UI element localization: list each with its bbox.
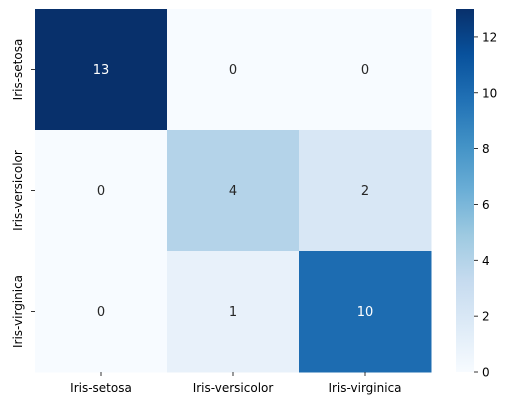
cell-value-label: 0 xyxy=(361,63,369,78)
heatmap-cell xyxy=(299,130,432,252)
cell-value-label: 13 xyxy=(93,63,110,78)
colorbar: 0 2 4 6 8 10 12 xyxy=(456,9,497,380)
y-axis: Iris-setosa Iris-versicolor Iris-virginica xyxy=(11,39,35,348)
colorbar-tick-label: 8 xyxy=(482,142,490,156)
heatmap-cell xyxy=(35,251,168,373)
y-tick-label: Iris-virginica xyxy=(11,275,25,348)
heatmap-cell xyxy=(299,251,432,373)
colorbar-gradient xyxy=(456,9,474,372)
x-tick-label: Iris-virginica xyxy=(328,381,401,395)
heatmap-cell xyxy=(35,9,168,131)
x-tick-label: Iris-setosa xyxy=(70,381,132,395)
heatmap-cell xyxy=(167,9,300,131)
heatmap-cells: 13 0 0 0 4 2 0 1 10 xyxy=(35,9,432,373)
heatmap-cell xyxy=(167,251,300,373)
cell-value-label: 0 xyxy=(97,305,105,320)
heatmap-cell xyxy=(167,130,300,252)
heatmap-cell xyxy=(299,9,432,131)
cell-value-label: 1 xyxy=(229,305,237,320)
colorbar-tick-label: 0 xyxy=(482,366,490,380)
colorbar-tick-label: 2 xyxy=(482,310,490,324)
x-axis: Iris-setosa Iris-versicolor Iris-virginica xyxy=(70,372,402,395)
colorbar-tick-label: 12 xyxy=(482,30,497,44)
colorbar-tick-label: 6 xyxy=(482,198,490,212)
cell-value-label: 0 xyxy=(97,184,105,199)
y-tick-label: Iris-versicolor xyxy=(11,150,25,231)
colorbar-tick-label: 4 xyxy=(482,254,490,268)
cell-value-label: 10 xyxy=(357,305,374,320)
cell-value-label: 2 xyxy=(361,184,369,199)
heatmap-cell xyxy=(35,130,168,252)
colorbar-tick-label: 10 xyxy=(482,86,497,100)
cell-value-label: 0 xyxy=(229,63,237,78)
x-tick-label: Iris-versicolor xyxy=(193,381,274,395)
y-tick-label: Iris-setosa xyxy=(11,39,25,101)
cell-value-label: 4 xyxy=(229,184,237,199)
